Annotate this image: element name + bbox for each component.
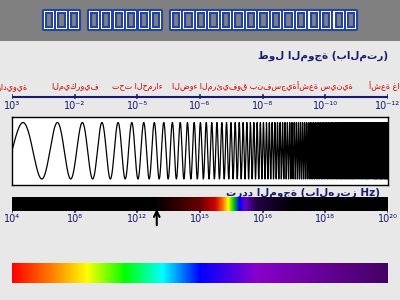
Text: طول الموجة (بالمتر): طول الموجة (بالمتر) (258, 50, 388, 61)
Text: 10³: 10³ (4, 101, 20, 111)
Text: تردد الموجة (بالهرتز Hz): تردد الموجة (بالهرتز Hz) (226, 188, 380, 198)
Text: 10⁻²: 10⁻² (64, 101, 85, 111)
Text: 10¹⁶: 10¹⁶ (253, 214, 273, 224)
Text: 10¹⁸: 10¹⁸ (315, 214, 335, 224)
Text: 10⁻¹²: 10⁻¹² (376, 101, 400, 111)
Text: الميكرويف: الميكرويف (51, 82, 98, 91)
Text: 10⁸: 10⁸ (67, 214, 83, 224)
Text: 10¹⁵: 10¹⁵ (190, 214, 210, 224)
Text: طيف الأشعة الكهرومغناطيسية: طيف الأشعة الكهرومغناطيسية (43, 9, 357, 29)
Text: فوق بنفسجية: فوق بنفسجية (229, 82, 296, 91)
Text: 10⁻⁸: 10⁻⁸ (252, 101, 273, 111)
Text: الضوء المرئي: الضوء المرئي (172, 82, 228, 91)
Text: 10⁻⁶: 10⁻⁶ (189, 101, 211, 111)
Text: 10⁻⁵: 10⁻⁵ (127, 101, 148, 111)
Text: تحت الحمراء: تحت الحمراء (112, 82, 162, 91)
Text: أشعة سينية: أشعة سينية (298, 81, 353, 91)
Text: 10²⁰: 10²⁰ (378, 214, 398, 224)
Text: أشعة غاما: أشعة غاما (369, 81, 400, 91)
Text: 10¹²: 10¹² (127, 214, 147, 224)
Text: 10⁻¹⁰: 10⁻¹⁰ (313, 101, 338, 111)
Text: راديوية: راديوية (0, 82, 27, 91)
Text: 10⁴: 10⁴ (4, 214, 20, 224)
